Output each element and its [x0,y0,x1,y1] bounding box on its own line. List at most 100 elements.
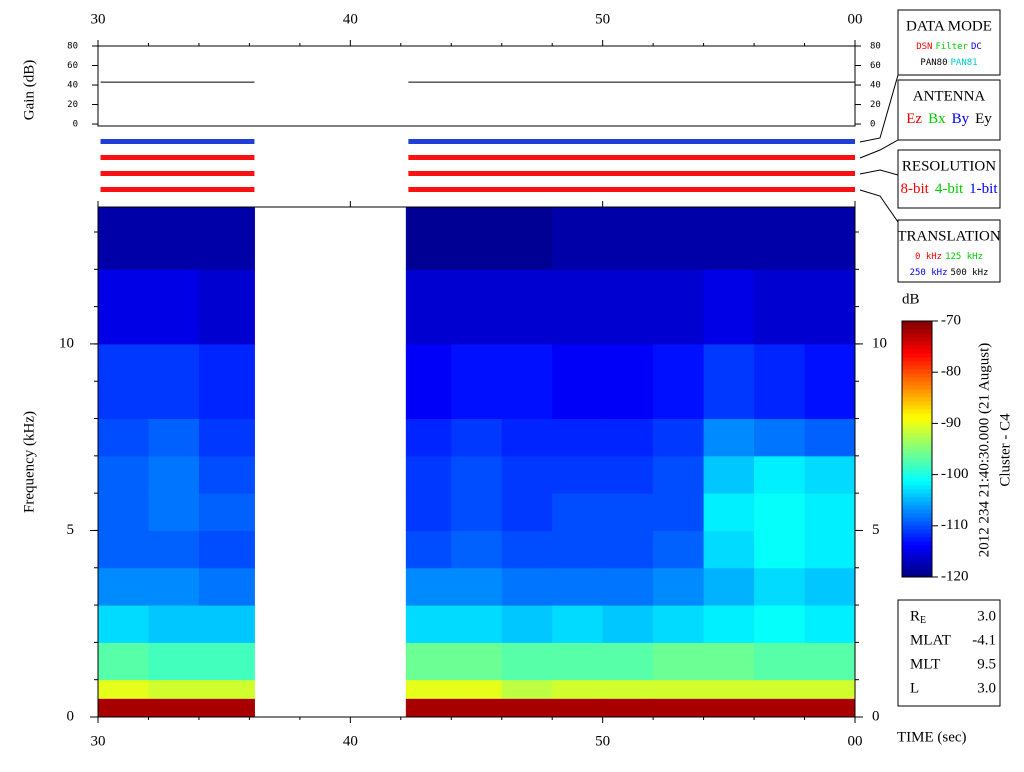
spectrogram-cell [501,567,553,606]
spectrogram-cell [405,343,452,420]
spectrogram-cell [198,642,255,681]
spectrogram [98,207,856,718]
spectrogram-cell [703,343,755,420]
spectrogram-cell [198,530,255,569]
spectrogram-cell [804,343,856,420]
x-axis-label: TIME (sec) [897,729,967,745]
colorbar-step [902,341,932,346]
spectrogram-cell [703,679,755,699]
colorbar-step [902,541,932,546]
colorbar-step [902,337,932,342]
y-tick-label: 10 [59,335,74,351]
info-sub: E [920,615,926,626]
colorbar-step [902,425,932,430]
spectrogram-cell [653,207,705,270]
x-tick-label: 00 [848,11,863,27]
colorbar-label: dB [902,291,920,307]
legend-item: DC [971,42,982,52]
mode-bar [408,139,855,144]
spectrogram-cell [552,343,604,420]
spectrogram-cell [451,455,503,494]
colorbar-step [902,537,932,542]
spectrogram-cell [198,679,255,699]
y-tick-label: 0 [67,708,75,724]
colorbar-step [902,533,932,538]
y-tick-label: 5 [872,522,880,538]
spectrogram-cell [501,679,553,699]
spectrogram-cell [98,493,149,531]
colorbar-step [902,521,932,526]
colorbar-step [902,429,932,434]
spectrogram-cell [198,605,255,643]
spectrogram-cell [602,455,654,494]
spectrogram-cell [501,642,553,681]
spectrogram-cell [552,605,604,643]
mode-bar [408,171,855,176]
spectrogram-cell [804,530,856,569]
spectrogram-cell [754,679,806,699]
spectrogram-cell [653,642,705,681]
spectrogram-cell [703,207,755,270]
legend-row: Ez Bx By Ey [906,111,992,127]
colorbar-step [902,437,932,442]
info-label: MLT [910,656,940,672]
colorbar-step [902,345,932,350]
spectrogram-cell [501,269,553,345]
spectrogram-cell [198,493,255,531]
colorbar-step [902,497,932,502]
legend-item: Bx [928,111,946,127]
spectrogram-cell [703,530,755,569]
mode-bar [100,155,255,160]
spectrogram-cell [754,269,806,345]
legend-item: Filter [935,42,968,52]
spectrogram-cell [405,455,452,494]
spectrogram-cell [501,418,553,457]
legend-box [897,9,1001,76]
connector [859,139,899,159]
x-tick-label: 40 [343,11,358,27]
gain-label: Gain (dB) [21,60,37,120]
spectrogram-cell [198,698,255,718]
colorbar-step [902,357,932,362]
spectrogram-cell [405,418,452,457]
spectrogram-cell [602,493,654,531]
legend-box [897,219,1001,283]
spectrogram-cell [754,698,806,718]
colorbar-step [902,529,932,534]
colorbar-step [902,421,932,426]
spectrogram-cell [602,605,654,643]
spectrogram-cell [198,269,255,345]
colorbar-step [902,557,932,562]
colorbar-step [902,565,932,570]
spectrogram-cell [405,679,452,699]
spectrogram-cell [754,343,806,420]
y-tick-label: 10 [872,335,887,351]
spectrogram-cell [98,207,149,270]
spectrogram-cell [451,605,503,643]
legend-item: DSN [916,42,932,52]
spectrogram-cell [405,269,452,345]
gain-tick-label: 0 [73,120,78,130]
legend-row: 0 kHz 125 kHz [915,252,983,262]
info-value: 3.0 [977,608,996,624]
colorbar-step [902,417,932,422]
spectrogram-cell [602,698,654,718]
spectrogram-cell [451,567,503,606]
colorbar-step [902,373,932,378]
colorbar-step [902,501,932,506]
spectrogram-cell [98,455,149,494]
spectrogram-cell [451,530,503,569]
gain-tick-label: 60 [870,61,881,71]
colorbar-step [902,573,932,578]
info-box [897,599,1001,707]
mode-bar [408,187,855,192]
legend-item: 500 kHz [951,268,989,278]
spectrogram-cell [804,679,856,699]
spectrogram-cell [98,642,149,681]
spectrogram-cell [653,455,705,494]
spectrogram-cell [804,269,856,345]
spectrogram-cell [405,207,452,270]
spectrogram-cell [405,698,452,718]
colorbar-step [902,405,932,410]
